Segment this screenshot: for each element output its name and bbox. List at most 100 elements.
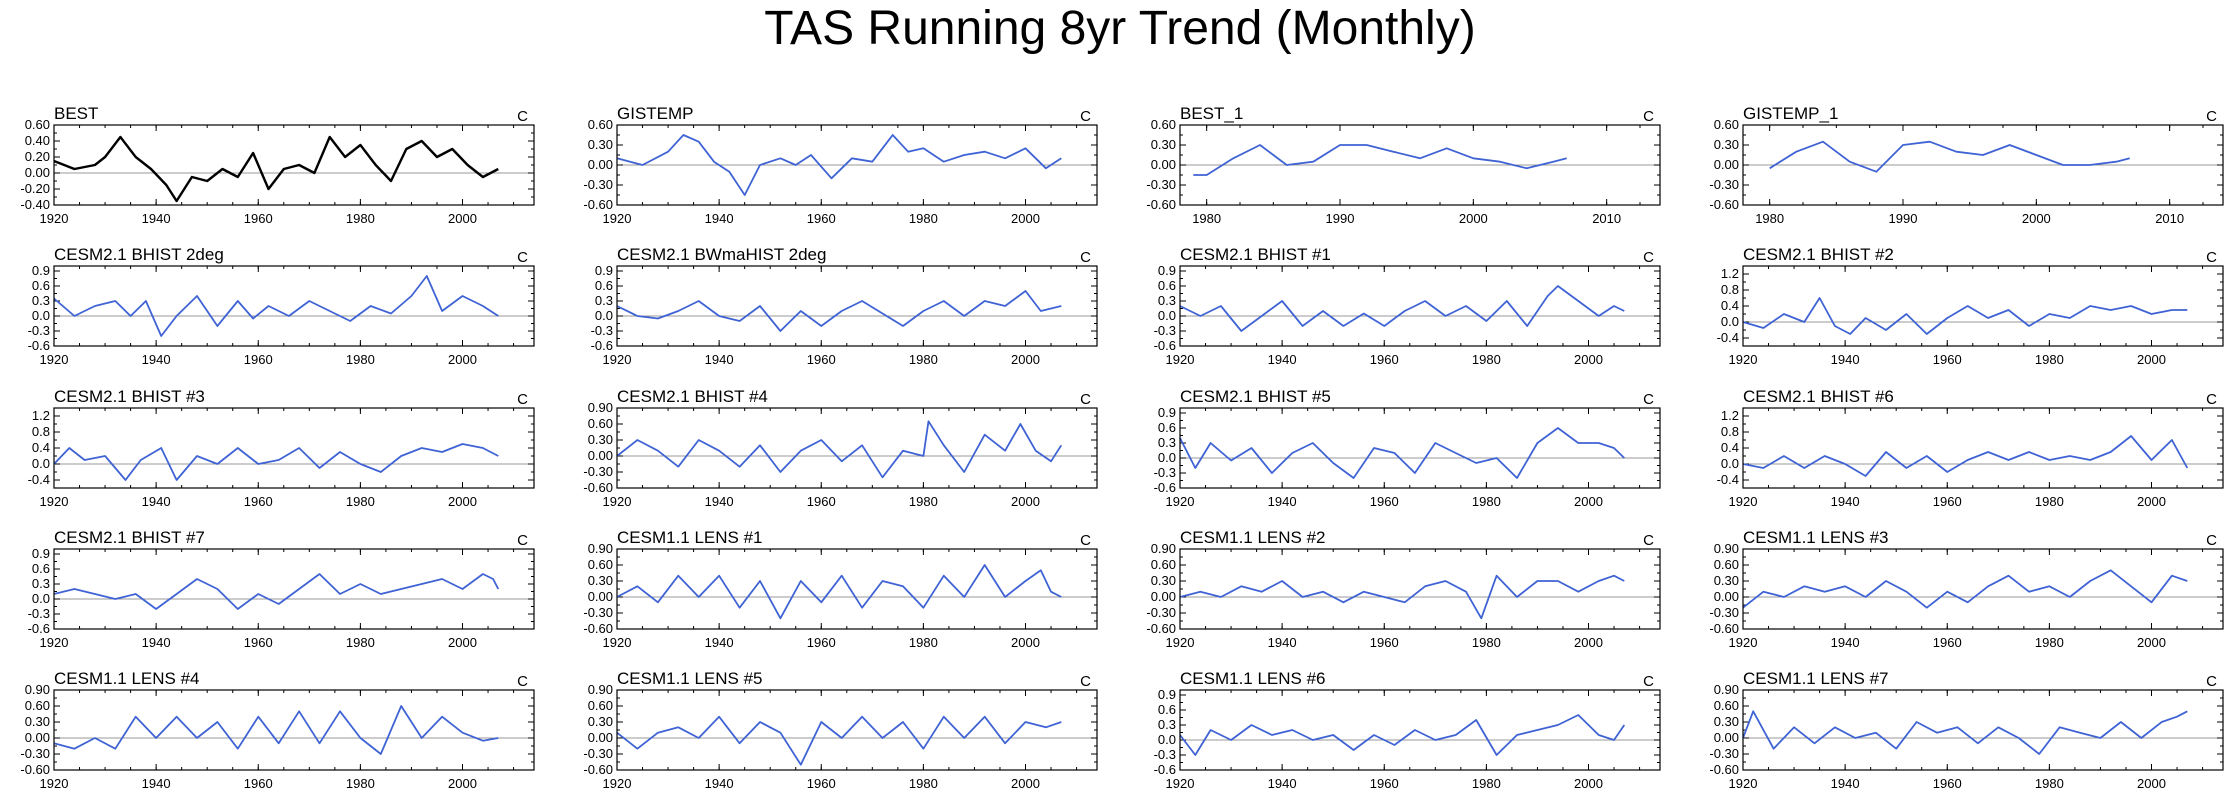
x-tick-label: 2000	[1011, 776, 1040, 791]
y-tick-label: -0.30	[20, 746, 50, 761]
panel-title: GISTEMP	[617, 104, 694, 123]
x-tick-label: 2000	[448, 776, 477, 791]
y-tick-label: 0.9	[1158, 263, 1176, 278]
y-tick-label: -0.6	[591, 338, 613, 353]
plot-frame	[53, 689, 535, 771]
x-tick-label: 2000	[1011, 352, 1040, 367]
y-tick-label: -0.3	[1154, 323, 1176, 338]
panel: CESM1.1 LENS #3 C -0.60-0.300.000.300.600.…	[1709, 528, 2224, 650]
panel-units: C	[2206, 108, 2217, 125]
x-tick-label: 1940	[705, 635, 734, 650]
plot-frame	[1179, 124, 1661, 206]
panel-title: CESM1.1 LENS #1	[617, 528, 763, 547]
y-tick-label: -0.60	[1709, 621, 1739, 636]
plot-frame	[53, 407, 535, 489]
y-tick-label: 0.0	[1158, 308, 1176, 323]
panel-units: C	[2206, 532, 2217, 549]
panel-units: C	[517, 673, 528, 690]
panel-title: CESM2.1 BHIST #1	[1180, 245, 1331, 264]
y-tick-label: 0.9	[1158, 405, 1176, 420]
series-line	[1742, 435, 2189, 477]
y-tick-label: 0.60	[1714, 557, 1739, 572]
panel-title: CESM1.1 LENS #5	[617, 669, 763, 688]
y-tick-label: -0.30	[1709, 177, 1739, 192]
plot-frame	[1742, 689, 2224, 771]
series-line	[1179, 285, 1625, 332]
x-tick-label: 1980	[909, 635, 938, 650]
y-tick-label: -0.30	[1709, 605, 1739, 620]
y-tick-label: 0.60	[25, 117, 50, 132]
x-tick-label: 1980	[346, 776, 375, 791]
panel: CESM1.1 LENS #5 C -0.60-0.300.000.300.600.…	[583, 669, 1098, 791]
plot-frame	[1742, 265, 2224, 347]
x-tick-label: 1960	[244, 494, 273, 509]
plot-frame	[53, 265, 535, 347]
panel: CESM2.1 BHIST #1 C -0.6-0.30.00.30.60.9 192…	[1154, 245, 1661, 367]
plot-frame	[53, 548, 535, 630]
x-tick-label: 1980	[346, 211, 375, 226]
x-tick-label: 1940	[1831, 635, 1860, 650]
panel: CESM2.1 BHIST #3 C -0.40.00.40.81.2 1920 194…	[28, 387, 535, 509]
y-tick-label: 0.00	[1714, 730, 1739, 745]
figure-title: TAS Running 8yr Trend (Monthly)	[764, 2, 1475, 55]
y-tick-label: -0.3	[591, 323, 613, 338]
y-tick-label: 0.90	[588, 541, 613, 556]
panel: CESM2.1 BHIST 2deg C -0.6-0.30.00.30.60.9 1…	[28, 245, 535, 367]
x-tick-label: 1940	[1268, 352, 1297, 367]
y-tick-label: 0.30	[25, 714, 50, 729]
y-tick-label: 1.2	[1721, 266, 1739, 281]
x-tick-label: 1940	[142, 352, 171, 367]
y-tick-label: -0.60	[583, 762, 613, 777]
x-tick-label: 1980	[2035, 352, 2064, 367]
y-tick-label: 0.60	[588, 557, 613, 572]
y-tick-label: -0.3	[1154, 747, 1176, 762]
x-tick-label: 1920	[1166, 494, 1195, 509]
y-tick-label: 0.30	[588, 714, 613, 729]
x-tick-label: 1980	[2035, 776, 2064, 791]
x-tick-label: 1960	[807, 494, 836, 509]
panel-title: CESM2.1 BHIST #6	[1743, 387, 1894, 406]
panel-units: C	[1643, 532, 1654, 549]
x-tick-label: 2000	[2022, 211, 2051, 226]
x-tick-label: 1920	[40, 211, 69, 226]
plot-frame	[1179, 407, 1661, 489]
x-tick-label: 2000	[1574, 776, 1603, 791]
x-tick-label: 1990	[1889, 211, 1918, 226]
y-tick-label: 0.30	[588, 432, 613, 447]
x-tick-label: 1920	[1729, 494, 1758, 509]
panel-units: C	[1080, 108, 1091, 125]
y-tick-label: 0.0	[595, 308, 613, 323]
x-tick-label: 1990	[1326, 211, 1355, 226]
x-tick-label: 1960	[1933, 776, 1962, 791]
series-line	[1179, 427, 1625, 479]
series-line	[53, 705, 499, 755]
panel: CESM1.1 LENS #7 C -0.60-0.300.000.300.600.…	[1709, 669, 2224, 791]
y-tick-label: 0.90	[25, 682, 50, 697]
y-tick-label: 0.4	[32, 440, 50, 455]
plot-frame	[1742, 548, 2224, 630]
x-tick-label: 1960	[244, 352, 273, 367]
x-tick-label: 2000	[2137, 635, 2166, 650]
x-tick-label: 2000	[448, 211, 477, 226]
x-tick-label: 1920	[603, 776, 632, 791]
y-tick-label: -0.60	[583, 621, 613, 636]
panel: CESM2.1 BHIST #5 C -0.6-0.30.00.30.60.9 192…	[1154, 387, 1661, 509]
series-line	[616, 715, 1062, 766]
x-tick-label: 2000	[1011, 494, 1040, 509]
y-tick-label: -0.40	[20, 197, 50, 212]
y-tick-label: 0.30	[1151, 137, 1176, 152]
panel-title: CESM2.1 BHIST #3	[54, 387, 205, 406]
x-tick-label: 1940	[1268, 776, 1297, 791]
panel-title: CESM2.1 BHIST 2deg	[54, 245, 224, 264]
x-tick-label: 1920	[1166, 352, 1195, 367]
panel-units: C	[1080, 249, 1091, 266]
y-tick-label: 0.9	[32, 546, 50, 561]
y-tick-label: 0.3	[1158, 717, 1176, 732]
y-tick-label: 0.00	[1714, 157, 1739, 172]
y-tick-label: 0.6	[1158, 702, 1176, 717]
plot-frame	[1742, 407, 2224, 489]
series-line	[53, 275, 499, 337]
y-tick-label: 0.60	[1151, 557, 1176, 572]
x-tick-label: 1960	[1370, 635, 1399, 650]
